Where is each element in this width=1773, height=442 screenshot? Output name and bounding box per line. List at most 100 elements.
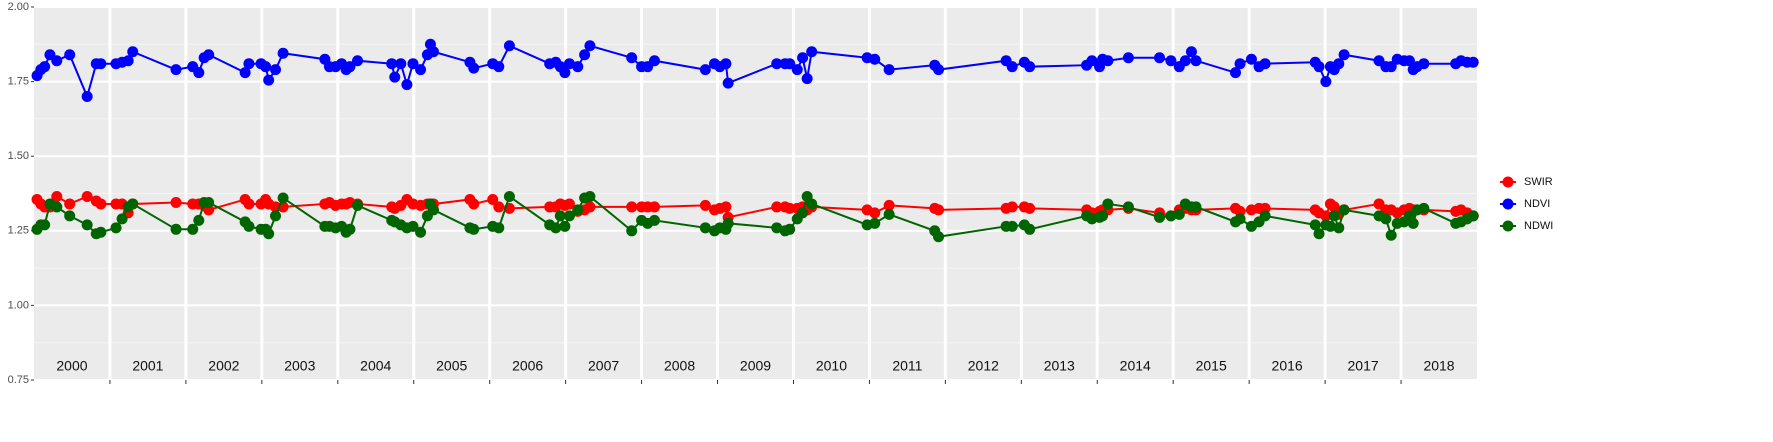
- point: [883, 199, 895, 211]
- point: [1122, 52, 1134, 64]
- point: [1467, 210, 1479, 222]
- point: [933, 204, 945, 216]
- point: [626, 201, 638, 213]
- point: [572, 61, 584, 73]
- point: [1024, 202, 1036, 214]
- point: [243, 198, 255, 210]
- point: [626, 52, 638, 64]
- point: [1380, 213, 1392, 225]
- y-tick-label: 1.50: [8, 150, 29, 162]
- point: [806, 198, 818, 210]
- point: [1154, 52, 1166, 64]
- point: [563, 58, 575, 70]
- point: [626, 225, 638, 237]
- point: [1403, 55, 1415, 67]
- point: [883, 208, 895, 220]
- point: [352, 55, 364, 67]
- legend-marker: [1502, 176, 1514, 188]
- point: [1234, 58, 1246, 70]
- point: [468, 223, 480, 235]
- point: [1190, 201, 1202, 213]
- point: [401, 79, 413, 91]
- x-tick-label: 2006: [512, 358, 543, 374]
- point: [699, 199, 711, 211]
- x-tick-label: 2005: [436, 358, 467, 374]
- point: [584, 201, 596, 213]
- point: [407, 220, 419, 232]
- point: [1407, 217, 1419, 229]
- point: [187, 223, 199, 235]
- point: [720, 58, 732, 70]
- point: [554, 210, 566, 222]
- x-tick-label: 2010: [816, 358, 847, 374]
- x-tick-label: 2000: [56, 358, 87, 374]
- point: [352, 199, 364, 211]
- point: [427, 204, 439, 216]
- point: [1179, 55, 1191, 67]
- point: [559, 220, 571, 232]
- point: [933, 64, 945, 76]
- point: [415, 226, 427, 238]
- x-tick-label: 2014: [1120, 358, 1151, 374]
- point: [1333, 58, 1345, 70]
- point: [1418, 58, 1430, 70]
- point: [1122, 201, 1134, 213]
- point: [51, 190, 63, 202]
- point: [1338, 204, 1350, 216]
- point: [493, 201, 505, 213]
- point: [771, 222, 783, 234]
- point: [170, 196, 182, 208]
- point: [1259, 210, 1271, 222]
- point: [203, 49, 215, 61]
- point: [122, 55, 134, 67]
- x-tick-label: 2004: [360, 358, 391, 374]
- point: [95, 198, 107, 210]
- x-tick-label: 2018: [1423, 358, 1454, 374]
- point: [468, 62, 480, 74]
- point: [559, 67, 571, 79]
- x-tick-label: 2003: [284, 358, 315, 374]
- legend-label: SWIR: [1524, 176, 1553, 188]
- point: [81, 91, 93, 103]
- point: [1467, 56, 1479, 68]
- point: [1006, 201, 1018, 213]
- point: [407, 58, 419, 70]
- point: [797, 207, 809, 219]
- point: [503, 190, 515, 202]
- point: [1320, 76, 1332, 88]
- point: [1165, 210, 1177, 222]
- y-tick-label: 2.00: [8, 1, 29, 13]
- point: [1418, 202, 1430, 214]
- point: [771, 58, 783, 70]
- x-tick-label: 2015: [1196, 358, 1227, 374]
- point: [720, 201, 732, 213]
- point: [1173, 208, 1185, 220]
- point: [784, 58, 796, 70]
- point: [933, 231, 945, 243]
- point: [193, 67, 205, 79]
- point: [39, 61, 51, 73]
- point: [270, 210, 282, 222]
- point: [193, 214, 205, 226]
- point: [1190, 55, 1202, 67]
- point: [722, 77, 734, 89]
- point: [81, 190, 93, 202]
- point: [239, 67, 251, 79]
- point: [563, 210, 575, 222]
- point: [584, 40, 596, 52]
- point: [579, 49, 591, 61]
- point: [648, 214, 660, 226]
- point: [699, 64, 711, 76]
- point: [801, 73, 813, 85]
- x-tick-label: 2013: [1044, 358, 1075, 374]
- point: [170, 223, 182, 235]
- x-tick-label: 2008: [664, 358, 695, 374]
- point: [1328, 210, 1340, 222]
- point: [344, 61, 356, 73]
- x-tick-label: 2001: [132, 358, 163, 374]
- legend-marker: [1502, 198, 1514, 210]
- point: [1154, 211, 1166, 223]
- point: [806, 46, 818, 58]
- point: [883, 64, 895, 76]
